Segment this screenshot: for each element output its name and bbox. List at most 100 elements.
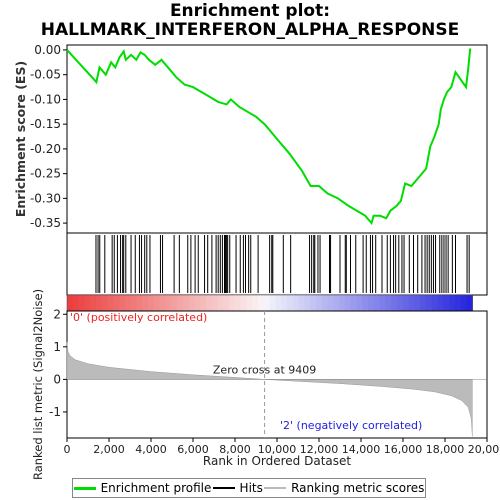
rank-color-segment bbox=[258, 295, 265, 311]
metric-tick-label: 2 bbox=[53, 307, 61, 321]
legend-item-enrichment: Enrichment profile bbox=[73, 481, 212, 495]
x-tick-label: 20,000 bbox=[468, 443, 500, 456]
x-tick-label: 12,000 bbox=[300, 443, 339, 456]
es-axis-title: Enrichment score (ES) bbox=[13, 61, 28, 217]
rank-color-segment bbox=[356, 295, 363, 311]
x-tick-label: 16,000 bbox=[384, 443, 423, 456]
x-tick-label: 4,000 bbox=[135, 443, 167, 456]
rank-color-segment bbox=[182, 295, 190, 311]
rank-color-segment bbox=[408, 295, 415, 311]
x-tick-label: 10,000 bbox=[258, 443, 297, 456]
es-tick-label: -0.15 bbox=[30, 117, 61, 131]
enrichment-score-panel: 0.00 -0.05 -0.10 -0.15 -0.20 -0.25 -0.30 -0.35 bbox=[30, 43, 488, 234]
negative-correlated-label: '2' (negatively correlated) bbox=[280, 419, 422, 432]
rank-color-segment bbox=[246, 295, 253, 311]
rank-color-segment bbox=[124, 295, 132, 311]
rank-color-segment bbox=[153, 295, 161, 311]
rank-color-segment bbox=[350, 295, 358, 311]
rank-color-segment bbox=[327, 295, 334, 311]
rank-color-segment bbox=[379, 295, 387, 311]
zero-cross-label: Zero cross at 9409 bbox=[213, 363, 316, 376]
rank-color-segment bbox=[78, 295, 85, 311]
rank-color-segment bbox=[385, 295, 392, 311]
ranking-metric-area bbox=[66, 341, 473, 437]
enrichment-profile-line bbox=[66, 48, 472, 226]
legend-label-hits: Hits bbox=[239, 481, 263, 495]
rank-color-segment bbox=[402, 295, 410, 311]
x-tick-label: 18,000 bbox=[426, 443, 465, 456]
rank-color-segment bbox=[67, 295, 74, 311]
metric-tick-label: -1 bbox=[49, 405, 61, 419]
x-tick-label: 2,000 bbox=[93, 443, 125, 456]
rank-color-segment bbox=[119, 295, 126, 311]
rank-color-segment bbox=[72, 295, 80, 311]
rank-color-segment bbox=[339, 295, 346, 311]
legend-swatch-enrichment bbox=[73, 486, 96, 490]
rank-color-segment bbox=[217, 295, 224, 311]
rank-color-segment bbox=[449, 295, 456, 311]
legend-label-enrichment: Enrichment profile bbox=[100, 481, 212, 495]
rank-color-segment bbox=[84, 295, 91, 311]
rank-color-segment bbox=[321, 295, 329, 311]
rank-color-segment bbox=[391, 295, 398, 311]
ranked-metric-panel: 2 1 0 -1 '0' (positively correlated) '2' (neg… bbox=[49, 307, 500, 456]
rank-color-segment bbox=[344, 295, 352, 311]
rank-color-segment bbox=[373, 295, 381, 311]
es-tick-label: -0.30 bbox=[30, 191, 61, 205]
legend-item-hits: Hits bbox=[212, 481, 263, 495]
rank-color-segment bbox=[263, 295, 271, 311]
rank-color-segment bbox=[113, 295, 120, 311]
rank-color-segment bbox=[397, 295, 404, 311]
rank-color-segment bbox=[362, 295, 369, 311]
rank-color-segment bbox=[269, 295, 277, 311]
legend-label-ranking: Ranking metric scores bbox=[291, 481, 425, 495]
rank-color-segment bbox=[171, 295, 178, 311]
rank-color-segment bbox=[454, 295, 462, 311]
legend: Enrichment profile Hits Ranking metric s… bbox=[72, 478, 426, 498]
rank-color-segment bbox=[252, 295, 259, 311]
rank-color-segment bbox=[148, 295, 155, 311]
x-tick-label: 6,000 bbox=[177, 443, 209, 456]
hits-panel bbox=[66, 232, 488, 312]
x-axis-title: Rank in Ordered Dataset bbox=[203, 454, 351, 468]
es-tick-label: -0.25 bbox=[30, 167, 61, 181]
rank-color-segment bbox=[205, 295, 213, 311]
x-tick-label: 8,000 bbox=[219, 443, 251, 456]
rank-color-segment bbox=[315, 295, 323, 311]
rank-color-segment bbox=[414, 295, 421, 311]
positive-correlated-label: '0' (positively correlated) bbox=[70, 311, 207, 324]
rank-color-segment bbox=[304, 295, 311, 311]
rank-color-segment bbox=[466, 295, 473, 311]
rank-color-segment bbox=[431, 295, 439, 311]
es-tick-label: 0.00 bbox=[34, 43, 61, 57]
chart-title: Enrichment plot: HALLMARK_INTERFERON_ALP… bbox=[0, 2, 500, 40]
rank-color-segment bbox=[223, 295, 230, 311]
rank-color-segment bbox=[292, 295, 300, 311]
rank-color-segment bbox=[136, 295, 143, 311]
rank-color-segment bbox=[298, 295, 305, 311]
legend-swatch-hits bbox=[212, 487, 235, 489]
rank-color-segment bbox=[95, 295, 103, 311]
rank-color-segment bbox=[310, 295, 317, 311]
rank-color-segment bbox=[107, 295, 114, 311]
axes-labels: Rank in Ordered Dataset Enrichment score … bbox=[13, 61, 351, 480]
rank-color-segment bbox=[240, 295, 248, 311]
rank-color-segment bbox=[142, 295, 149, 311]
x-tick-label: 14,000 bbox=[342, 443, 381, 456]
title-line-2: HALLMARK_INTERFERON_ALPHA_RESPONSE bbox=[40, 20, 460, 40]
rank-color-segment bbox=[194, 295, 201, 311]
rank-color-segment bbox=[443, 295, 450, 311]
rank-color-segment bbox=[159, 295, 167, 311]
hits-frame bbox=[66, 232, 488, 296]
metric-tick-label: 1 bbox=[53, 340, 61, 354]
rank-color-segment bbox=[437, 295, 444, 311]
es-tick-label: -0.35 bbox=[30, 216, 61, 230]
title-line-1: Enrichment plot: bbox=[169, 1, 331, 21]
legend-item-ranking: Ranking metric scores bbox=[264, 481, 424, 495]
rank-color-segment bbox=[333, 295, 340, 311]
rank-color-segment bbox=[90, 295, 97, 311]
x-tick-label: 0 bbox=[64, 443, 71, 456]
rank-color-segment bbox=[200, 295, 207, 311]
rank-color-segment bbox=[275, 295, 282, 311]
